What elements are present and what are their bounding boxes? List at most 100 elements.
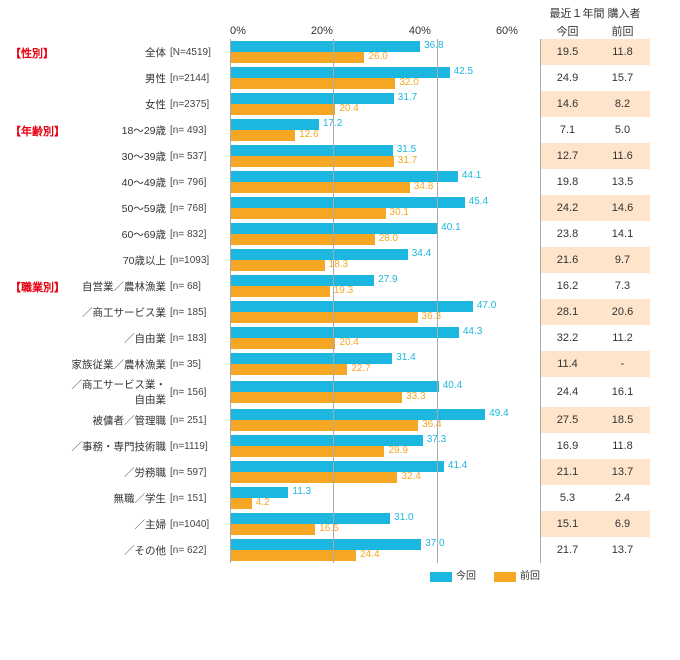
row-n: [n= 183] [170, 333, 230, 344]
row-n: [n= 68] [170, 281, 230, 292]
row-label: 70歳以上 [70, 253, 170, 268]
bar-now: 49.4 [230, 409, 485, 420]
side-sub-now: 今回 [540, 23, 595, 39]
x-axis-ticks: 0%20%40%60% [230, 25, 540, 39]
side-cell: 24.214.6 [540, 195, 650, 221]
data-row: 50～59歳[n= 768]45.430.124.214.6 [10, 195, 670, 221]
side-now: 5.3 [540, 492, 595, 504]
row-label: 男性 [70, 71, 170, 86]
data-row: 無職／学生[n= 151]11.34.25.32.4 [10, 485, 670, 511]
data-row: 【年齢別】18～29歳[n= 493] 17.2 12.6 7.15.0 [10, 117, 670, 143]
side-now: 32.2 [540, 332, 595, 344]
data-row: ／事務・専門技術職[n=1119]37.329.916.911.8 [10, 433, 670, 459]
row-label: ／その他 [70, 543, 170, 558]
side-now: 16.2 [540, 280, 595, 292]
data-row: 【性別】全体[N=4519]36.826.019.511.8 [10, 39, 670, 65]
side-cell: 21.69.7 [540, 247, 650, 273]
bar-prev-value: 30.1 [386, 207, 409, 218]
side-now: 27.5 [540, 414, 595, 426]
side-cell: 7.15.0 [540, 117, 650, 143]
data-row: ／自由業[n= 183]44.320.432.211.2 [10, 325, 670, 351]
bar-prev-value: 31.7 [394, 155, 417, 166]
bar-prev-value: 33.3 [402, 391, 425, 402]
side-now: 19.8 [540, 176, 595, 188]
bar-now: 31.7 [230, 93, 394, 104]
bar-now-value: 45.4 [465, 196, 488, 207]
data-row: 【職業別】自営業／農林漁業[n= 68]27.919.316.27.3 [10, 273, 670, 299]
bar-group: 31.531.7 [230, 143, 540, 169]
bar-group: 47.036.3 [230, 299, 540, 325]
side-now: 14.6 [540, 98, 595, 110]
bar-group: 27.919.3 [230, 273, 540, 299]
bar-prev-value: 24.4 [356, 549, 379, 560]
bar-group: 45.430.1 [230, 195, 540, 221]
bar-prev: 31.7 [230, 156, 394, 167]
bar-prev: 24.4 [230, 550, 356, 561]
bar-prev-value: 18.3 [325, 259, 348, 270]
side-now: 24.2 [540, 202, 595, 214]
row-label: 18～29歳 [70, 123, 170, 138]
bar-now: 45.4 [230, 197, 465, 208]
category-label: 【年齢別】 [10, 117, 70, 139]
bar-prev: 32.0 [230, 78, 395, 89]
row-n: [n= 493] [170, 125, 230, 136]
bar-prev: 12.6 [230, 130, 295, 141]
bar-prev: 34.8 [230, 182, 410, 193]
category-label: 【職業別】 [10, 273, 70, 295]
bar-prev-value: 32.4 [397, 471, 420, 482]
side-cell: 19.511.8 [540, 39, 650, 65]
side-cell: 21.113.7 [540, 459, 650, 485]
row-label: 女性 [70, 97, 170, 112]
data-row: 30～39歳[n= 537]31.531.712.711.6 [10, 143, 670, 169]
legend-prev: 前回 [520, 571, 540, 582]
row-label: 被傭者／管理職 [70, 413, 170, 428]
bar-now-value: 49.4 [485, 408, 508, 419]
bar-prev-value: 26.0 [364, 51, 387, 62]
row-label: ／商工サービス業 [70, 305, 170, 320]
row-label: 全体 [70, 45, 170, 60]
row-label: ／商工サービス業・自由業 [70, 377, 170, 407]
row-n: [n= 151] [170, 493, 230, 504]
row-label: 30～39歳 [70, 149, 170, 164]
side-prev: 8.2 [595, 98, 650, 110]
bar-now: 34.4 [230, 249, 408, 260]
bar-prev-value: 4.2 [252, 497, 270, 508]
bar-group: 40.1 28.0 [230, 221, 540, 247]
row-label: 無職／学生 [70, 491, 170, 506]
bar-now: 37.0 [230, 539, 421, 550]
side-prev: 13.5 [595, 176, 650, 188]
bar-prev-value: 34.8 [410, 181, 433, 192]
row-n: [n= 768] [170, 203, 230, 214]
row-n: [n= 597] [170, 467, 230, 478]
side-prev: 6.9 [595, 518, 650, 530]
bar-prev: 16.5 [230, 524, 315, 535]
bar-now-value: 17.2 [319, 118, 342, 129]
row-label: ／事務・専門技術職 [70, 439, 170, 454]
bar-prev-value: 28.0 [375, 233, 398, 244]
row-n: [n=1040] [170, 519, 230, 530]
row-n: [n= 537] [170, 151, 230, 162]
row-n: [n= 251] [170, 415, 230, 426]
bar-prev: 22.7 [230, 364, 347, 375]
side-cell: 24.915.7 [540, 65, 650, 91]
row-n: [n=1093] [170, 255, 230, 266]
bar-now-value: 40.1 [437, 222, 460, 233]
bar-now-value: 37.3 [423, 434, 446, 445]
side-cell: 28.120.6 [540, 299, 650, 325]
bar-prev: 36.3 [230, 312, 418, 323]
side-now: 15.1 [540, 518, 595, 530]
side-prev: 9.7 [595, 254, 650, 266]
data-row: 60～69歳[n= 832]40.128.023.814.1 [10, 221, 670, 247]
side-now: 23.8 [540, 228, 595, 240]
side-cell: 16.27.3 [540, 273, 650, 299]
bar-group: 31.720.4 [230, 91, 540, 117]
bar-group: 17.2 12.6 [230, 117, 540, 143]
bar-now-value: 37.0 [421, 538, 444, 549]
data-row: ／主婦[n=1040]31.016.515.16.9 [10, 511, 670, 537]
row-n: [n=2144] [170, 73, 230, 84]
bar-prev-value: 20.4 [335, 337, 358, 348]
row-label: 家族従業／農林漁業 [70, 357, 170, 372]
row-label: 自営業／農林漁業 [70, 279, 170, 294]
bar-prev: 19.3 [230, 286, 330, 297]
bar-group: 37.329.9 [230, 433, 540, 459]
